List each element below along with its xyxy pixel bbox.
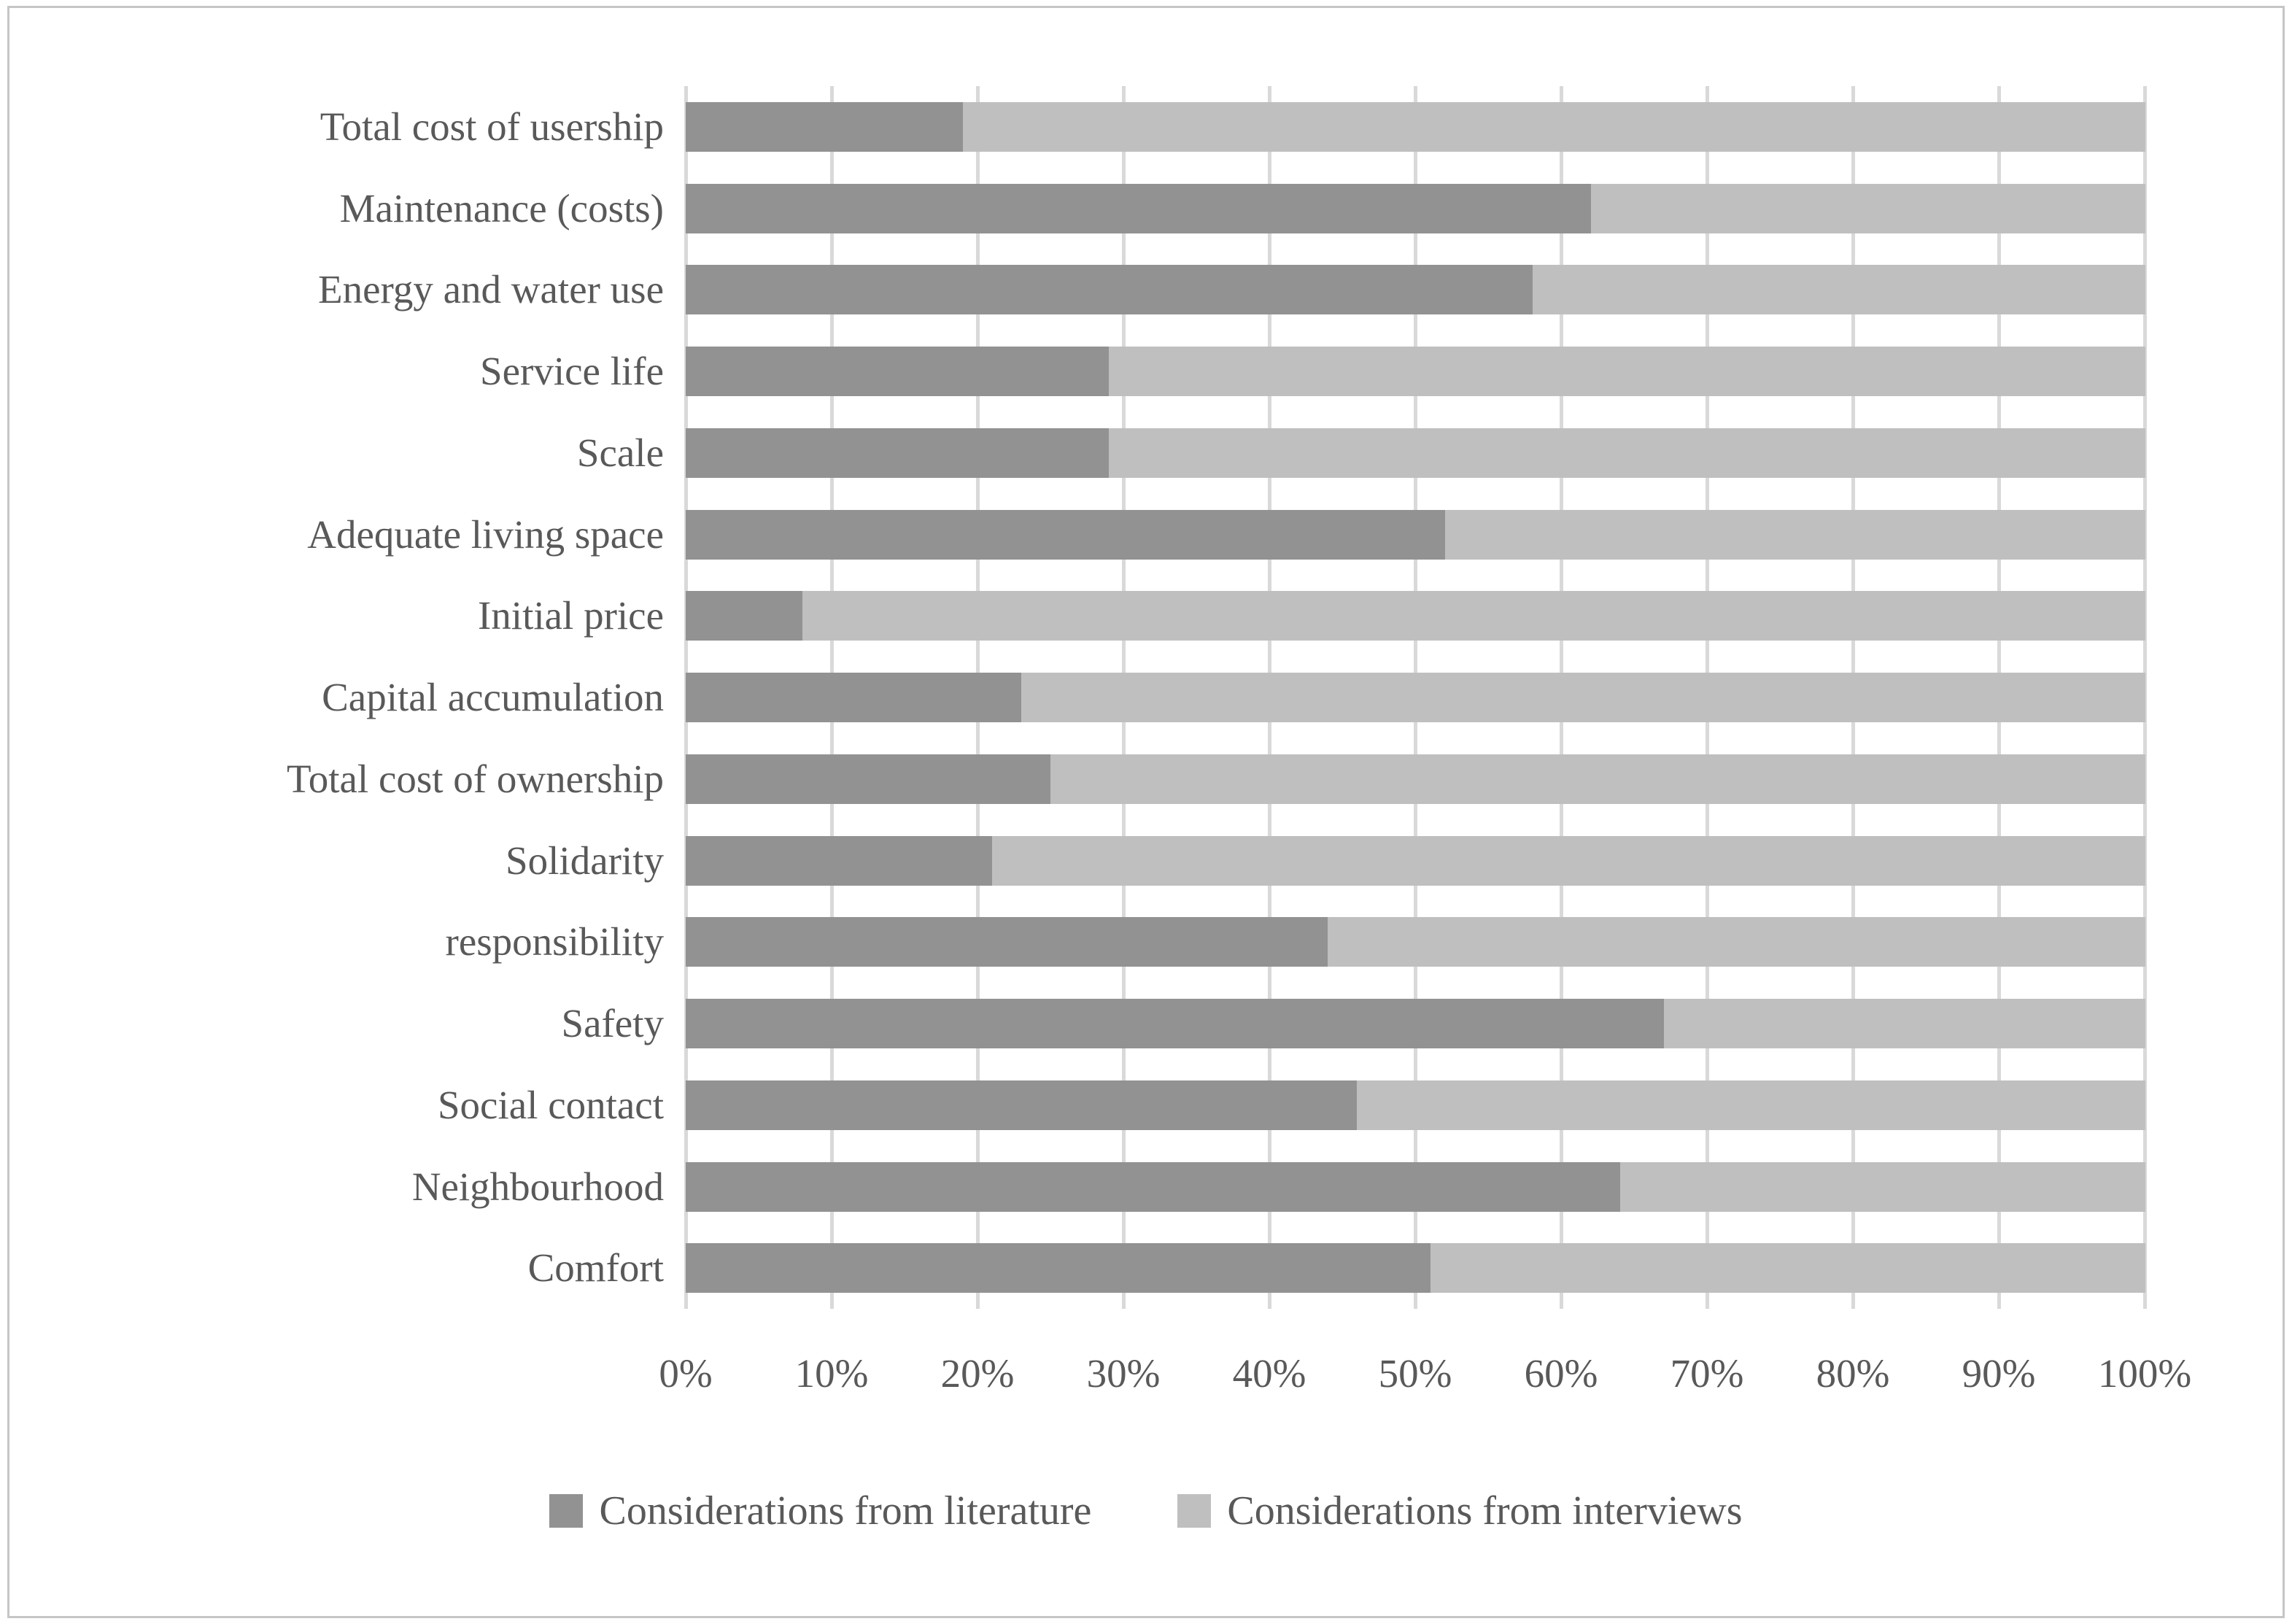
bar-segment-interviews [802, 591, 2145, 641]
x-tick-label: 50% [1378, 1351, 1452, 1396]
bar-segment-interviews [1590, 183, 2145, 233]
category-label: responsibility [445, 919, 664, 964]
bar-row [686, 168, 2145, 250]
bar-segment-interviews [1328, 917, 2145, 967]
stacked-bar [686, 509, 2145, 560]
category-label: Total cost of usership [320, 104, 664, 149]
bar-segment-literature [686, 591, 803, 641]
category-label: Total cost of ownership [286, 756, 664, 801]
bar-segment-literature [686, 347, 1110, 397]
bar-segment-interviews [1532, 265, 2145, 315]
bar-segment-literature [686, 754, 1051, 804]
bar-segment-literature [686, 917, 1328, 967]
bar-segment-interviews [1357, 1080, 2145, 1130]
bar-segment-literature [686, 509, 1445, 560]
legend-label-interviews: Considerations from interviews [1227, 1488, 1743, 1534]
bar-row [686, 738, 2145, 820]
x-tick-label: 90% [1962, 1351, 2036, 1396]
stacked-bar [686, 835, 2145, 886]
bar-row [686, 330, 2145, 412]
legend-item-interviews: Considerations from interviews [1177, 1471, 1743, 1551]
bar-segment-literature [686, 1243, 1430, 1294]
x-axis: 0% 10% 20% 30% 40% 50% 60% 70% 80% 90% 100% [659, 1341, 2191, 1407]
category-label: Capital accumulation [322, 675, 664, 720]
bar-row [686, 983, 2145, 1064]
bar-segment-literature [686, 102, 964, 152]
stacked-bar [686, 183, 2145, 233]
bar-segment-interviews [963, 102, 2145, 152]
bar-segment-literature [686, 428, 1110, 478]
legend-item-literature: Considerations from literature [549, 1471, 1091, 1551]
bar-segment-literature [686, 1080, 1358, 1130]
bar-segment-literature [686, 265, 1533, 315]
x-tick-label: 10% [794, 1351, 869, 1396]
stacked-bar [686, 591, 2145, 641]
bar-segment-literature [686, 999, 1664, 1049]
bar-row [686, 494, 2145, 576]
bar-segment-literature [686, 835, 993, 886]
bar-segment-interviews [1430, 1243, 2145, 1294]
bar-row [686, 575, 2145, 657]
category-label: Scale [576, 430, 664, 475]
legend: Considerations from literature Considera… [0, 1471, 2292, 1551]
bar-segment-literature [686, 673, 1022, 723]
stacked-bar [686, 347, 2145, 397]
bar-segment-interviews [1109, 428, 2145, 478]
stacked-bar [686, 754, 2145, 804]
bar-segment-interviews [1444, 509, 2145, 560]
category-label: Maintenance (costs) [339, 185, 664, 231]
stacked-bar [686, 1080, 2145, 1130]
category-label: Safety [561, 1001, 664, 1046]
stacked-bar [686, 673, 2145, 723]
bar-row [686, 86, 2145, 168]
x-tick-label: 0% [659, 1351, 713, 1396]
bar-row [686, 412, 2145, 494]
bar-segment-interviews [1619, 1161, 2145, 1212]
category-label: Service life [480, 349, 664, 394]
x-tick-label: 60% [1524, 1351, 1598, 1396]
bar-row [686, 657, 2145, 738]
legend-swatch-interviews-icon [1177, 1494, 1212, 1528]
bar-row [686, 249, 2145, 330]
bar-segment-interviews [1109, 347, 2145, 397]
category-label: Adequate living space [307, 511, 664, 557]
bar-segment-interviews [1050, 754, 2145, 804]
bar-row [686, 901, 2145, 983]
category-label: Energy and water use [318, 267, 664, 312]
plot-area [684, 86, 2147, 1309]
category-label: Neighbourhood [411, 1164, 664, 1209]
stacked-bar [686, 428, 2145, 478]
category-axis: Total cost of usership Maintenance (costs… [29, 86, 664, 1309]
category-label: Initial price [477, 593, 664, 638]
bar-segment-interviews [1021, 673, 2145, 723]
legend-swatch-literature-icon [549, 1494, 584, 1528]
category-label: Social contact [437, 1082, 664, 1127]
x-tick-label: 100% [2097, 1351, 2192, 1396]
stacked-bar [686, 1243, 2145, 1294]
stacked-bar [686, 999, 2145, 1049]
x-tick-label: 30% [1086, 1351, 1161, 1396]
legend-label-literature: Considerations from literature [599, 1488, 1092, 1534]
stacked-bar [686, 265, 2145, 315]
stacked-bar [686, 102, 2145, 152]
bar-segment-interviews [1663, 999, 2145, 1049]
x-tick-label: 70% [1670, 1351, 1744, 1396]
bar-row [686, 1064, 2145, 1146]
bar-row [686, 1146, 2145, 1228]
category-label: Solidarity [506, 838, 664, 883]
x-tick-label: 40% [1232, 1351, 1306, 1396]
bar-segment-literature [686, 1161, 1620, 1212]
stacked-bar [686, 917, 2145, 967]
bar-row [686, 820, 2145, 902]
bar-segment-interviews [992, 835, 2145, 886]
category-label: Comfort [527, 1245, 664, 1291]
bar-row [686, 1227, 2145, 1309]
bar-segment-literature [686, 183, 1591, 233]
x-tick-label: 80% [1816, 1351, 1890, 1396]
x-tick-label: 20% [940, 1351, 1015, 1396]
stacked-bar [686, 1161, 2145, 1212]
